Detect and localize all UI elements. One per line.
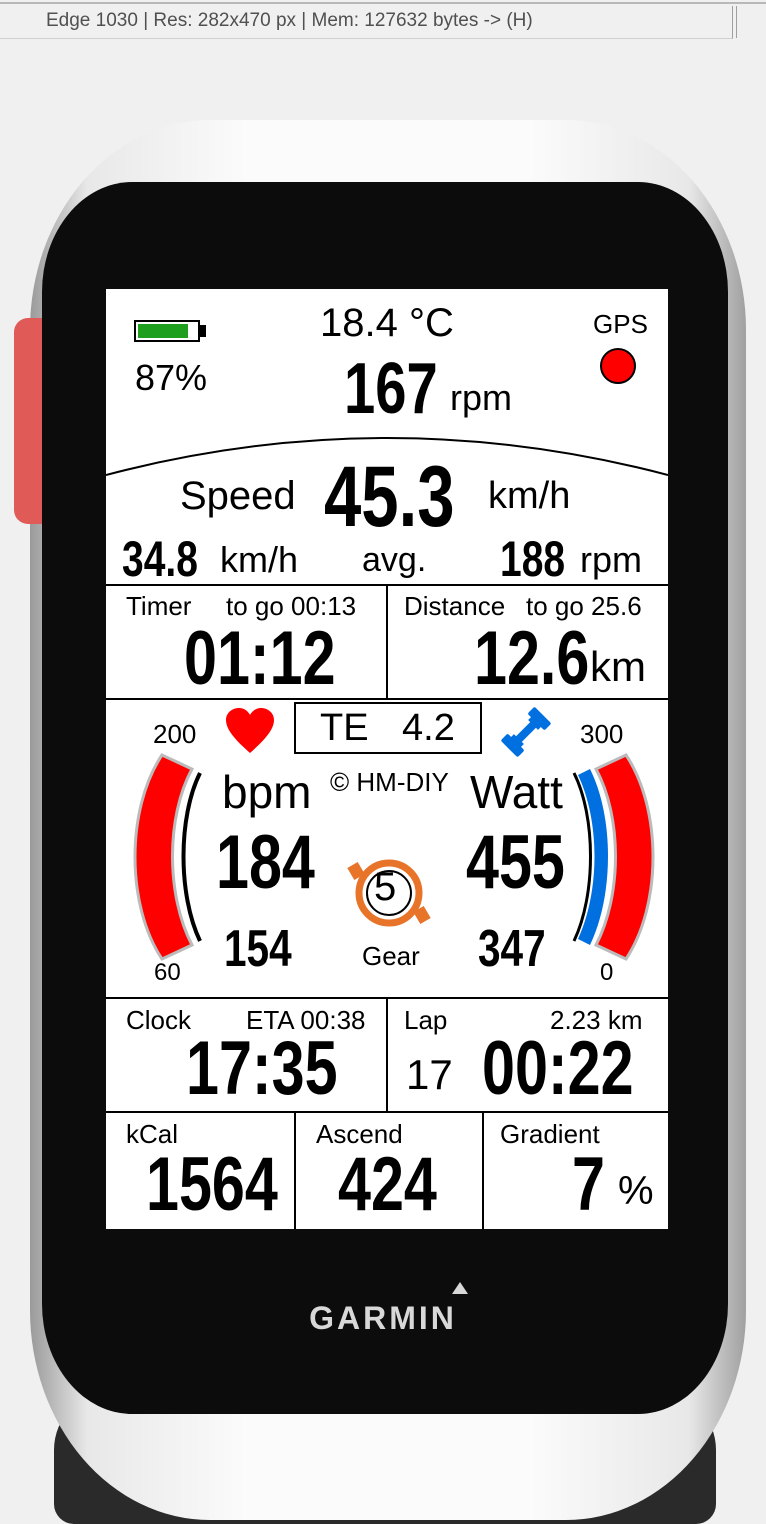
clock-label: Clock: [126, 1005, 192, 1035]
power-max: 300: [580, 719, 624, 749]
gps-status-icon: [600, 348, 636, 384]
power-value: 455: [466, 820, 565, 905]
battery-icon: [134, 320, 200, 342]
training-effect-label: TE: [320, 707, 369, 749]
timer-value: 01:12: [184, 616, 336, 701]
distance-unit: km: [590, 643, 646, 690]
power-avg: 347: [478, 920, 546, 978]
clock-eta: ETA 00:38: [246, 1005, 366, 1035]
kcal-value: 1564: [146, 1142, 278, 1227]
heart-icon: [226, 708, 274, 753]
heart-rate-unit: bpm: [222, 766, 312, 818]
kcal-label: kCal: [126, 1119, 179, 1149]
speed-value: 45.3: [324, 449, 455, 545]
training-effect-box: [294, 702, 482, 754]
divider: [106, 1111, 668, 1113]
distance-value: 12.6: [474, 616, 590, 701]
lap-distance: 2.23 km: [550, 1005, 643, 1035]
lap-label: Lap: [404, 1005, 448, 1035]
battery-tip: [200, 325, 206, 337]
brand-logo-triangle: [452, 1282, 468, 1294]
ascend-value: 424: [338, 1142, 437, 1227]
timer-to-go: to go 00:13: [226, 591, 357, 621]
timer-label: Timer: [126, 591, 192, 621]
status-field: [0, 6, 733, 39]
distance-label: Distance: [404, 591, 506, 621]
device-screen: 87% 18.4 °C 167 rpm GPS Speed 45.3 km/h …: [106, 289, 668, 1229]
lap-number: 17: [406, 1051, 453, 1098]
dumbbell-icon: [501, 707, 551, 757]
header-arc-divider: [106, 437, 668, 476]
avg-label: avg.: [362, 541, 427, 579]
heart-rate-value: 184: [216, 820, 315, 905]
temperature-value: 18.4 °C: [320, 301, 454, 345]
battery-level-fill: [138, 324, 188, 338]
cadence-unit: rpm: [450, 377, 512, 418]
gradient-label: Gradient: [500, 1119, 600, 1149]
heart-rate-max: 200: [153, 719, 197, 749]
speed-label: Speed: [180, 474, 296, 518]
power-min: 0: [600, 959, 614, 986]
brand-logo: GARMIN: [309, 1300, 457, 1336]
ascend-label: Ascend: [316, 1119, 403, 1149]
gear-icon: [347, 859, 431, 927]
avg-cadence-unit: rpm: [580, 539, 642, 580]
avg-cadence-value: 188: [500, 531, 566, 587]
lap-time: 00:22: [482, 1026, 634, 1111]
gear-value: 5: [374, 865, 397, 909]
title-bar-divider: [0, 2, 766, 4]
divider: [386, 997, 388, 1111]
status-text: Edge 1030 | Res: 282x470 px | Mem: 12763…: [46, 10, 533, 31]
heart-rate-min: 60: [154, 959, 181, 986]
gradient-unit: %: [618, 1169, 654, 1213]
clock-value: 17:35: [186, 1026, 338, 1111]
distance-to-go: to go 25.6: [526, 591, 642, 621]
speed-unit: km/h: [488, 475, 571, 517]
avg-speed-unit: km/h: [220, 539, 299, 580]
avg-speed-value: 34.8: [122, 531, 198, 587]
heart-rate-gauge: [133, 753, 202, 961]
status-divider: [736, 6, 737, 38]
divider: [386, 584, 388, 698]
power-gauge: [572, 753, 655, 961]
training-effect-value: 4.2: [402, 707, 455, 749]
title-bar: [0, 0, 766, 44]
gps-label: GPS: [593, 309, 648, 339]
gradient-value: 7: [572, 1142, 605, 1227]
divider: [482, 1111, 484, 1229]
battery-percent: 87%: [135, 357, 208, 398]
side-button[interactable]: [14, 318, 44, 524]
divider: [106, 698, 668, 700]
power-unit: Watt: [470, 766, 563, 818]
copyright-text: © HM-DIY: [330, 767, 449, 797]
divider: [294, 1111, 296, 1229]
gear-label: Gear: [362, 941, 420, 971]
heart-rate-avg: 154: [224, 920, 292, 978]
cadence-value: 167: [344, 349, 438, 429]
